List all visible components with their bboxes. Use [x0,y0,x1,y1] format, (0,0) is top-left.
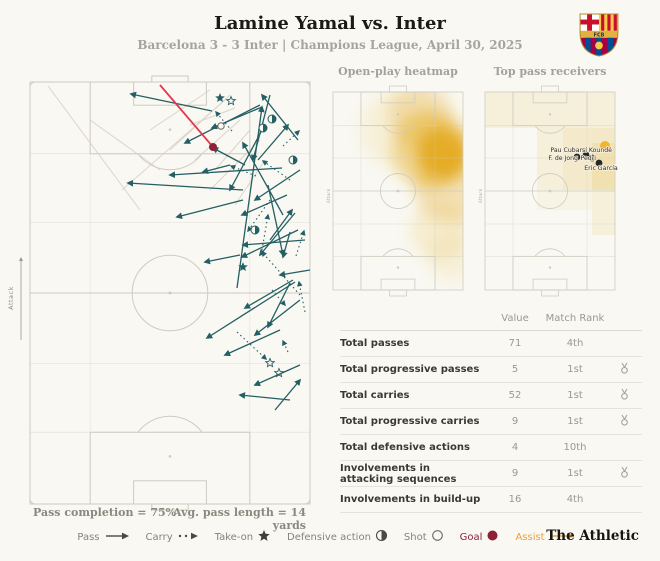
table-row: Total progressive carries 9 1st [340,409,642,435]
main-pitch [29,75,311,511]
legend-label: Take-on [214,531,254,543]
legend-arrow-icon [104,530,130,545]
stat-value: 9 [511,468,519,479]
receiver-name-label: Pau Cubarsí [550,146,587,154]
stat-label: Total passes [340,338,410,349]
heatmap-panel-title: Open-play heatmap [338,65,458,78]
stat-value: 9 [511,416,519,427]
legend-label: Shot [403,531,427,543]
svg-text:FCB: FCB [594,32,605,38]
legend-label: Carry [145,531,173,543]
receiver-dot [588,154,596,162]
table-row: Involvements in build-up 16 4th [340,487,642,513]
legend-label: Defensive action [287,531,371,543]
stat-value: 5 [511,364,519,375]
legend-half-circle-icon [375,529,388,545]
medal-icon [620,414,628,426]
stat-value: 71 [508,338,522,349]
rank-column-header: Match Rank [545,312,605,324]
take-on-won-star-icon [215,93,225,102]
avg-pass-length-note: Avg. pass length = 14 yards [173,506,306,532]
stat-label: Total defensive actions [340,442,470,453]
legend-label: Pass [77,531,100,543]
pass-completion-note: Pass completion = 75% [33,506,177,519]
receiver-name-label: F. de Jong [548,155,578,162]
take-on-won-star-icon [238,262,248,271]
legend-item-defensive-action: Defensive action [287,529,388,545]
medal-icon [620,362,628,374]
stat-rank: 1st [567,416,583,427]
stat-label: Involvements in attacking sequences [340,462,457,485]
stat-rank: 4th [566,338,584,349]
medal-icon [620,466,628,478]
table-row: Total passes 71 4th [340,331,642,357]
incomplete-pass-lines [47,85,266,211]
chart-legend: Pass Carry Take-on Defensive action Shot Goal… [77,526,574,548]
page-title: Lamine Yamal vs. Inter [214,13,446,34]
attack-direction-label: Attack [7,286,15,310]
receivers-pitch [484,85,616,297]
stat-value: 16 [508,494,522,505]
medal-icon [620,388,628,400]
stat-value: 52 [508,390,522,401]
heatmap-pitch [332,85,464,297]
stat-label: Involvements in build-up [340,494,481,505]
stat-label: Total progressive carries [340,416,480,427]
legend-item-take-on: Take-on [215,529,271,546]
attack-direction-label-small: Attack [326,188,332,203]
receiver-dot [600,141,610,151]
stat-rank: 10th [563,442,587,453]
stat-label: Total carries [340,390,410,401]
the-athletic-logo: The Athletic [546,528,639,544]
receiver-name-label: Eric García [584,164,618,172]
receivers-panel-title: Top pass receivers [493,65,607,78]
table-row: Involvements in attacking sequences 9 1st [340,461,642,487]
stat-label: Total progressive passes [340,364,480,375]
carry-lines [215,110,306,360]
receiver-name-label: Pedri [580,155,596,162]
legend-label: Assist [515,531,545,543]
take-on-lost-star-icon [273,367,285,378]
legend-item-shot: Shot [404,529,444,545]
stats-table-header: Value Match Rank [340,306,642,331]
receiver-dot [582,151,590,159]
take-on-lost-star-icon [264,357,276,368]
stat-rank: 1st [567,390,583,401]
pass-lines [126,91,311,411]
stats-table: Value Match Rank Total passes 71 4th Total … [340,306,642,513]
barcelona-crest-logo: FCB [578,11,620,59]
stat-rank: 1st [567,364,583,375]
legend-item-carry: Carry [146,530,199,545]
receiver-dot [573,153,581,161]
table-row: Total progressive passes 5 1st [340,357,642,383]
take-on-lost-star-icon [225,95,237,106]
legend-label: Goal [459,531,483,543]
legend-circle-icon [431,529,444,545]
legend-dot-icon [486,529,499,545]
shot-marker [217,122,225,130]
table-row: Total defensive actions 4 10th [340,435,642,461]
stat-value: 4 [511,442,519,453]
attack-direction-label-small: Attack [478,188,484,203]
legend-item-assist: Assist [515,530,574,545]
value-column-header: Value [501,312,529,324]
goal-shot-line [159,84,214,148]
legend-dotted-arrow-icon [177,530,199,545]
legend-item-goal: Goal [460,529,500,545]
receiver-dot [595,159,603,167]
stat-rank: 4th [566,494,584,505]
receiver-markers: Pau Cubarsí Koundé F. de Jong Pedri Eric Gar… [548,141,619,173]
receiver-name-label: Koundé [589,146,612,154]
table-row: Total carries 52 1st [340,383,642,409]
openplay-heatmap [360,92,463,282]
legend-item-pass: Pass [77,530,129,545]
legend-star-icon [257,529,271,546]
stat-rank: 1st [567,468,583,479]
match-subtitle: Barcelona 3 - 3 Inter | Champions League… [137,38,523,52]
goal-marker [209,143,217,151]
legend-arrow-icon [549,530,575,545]
